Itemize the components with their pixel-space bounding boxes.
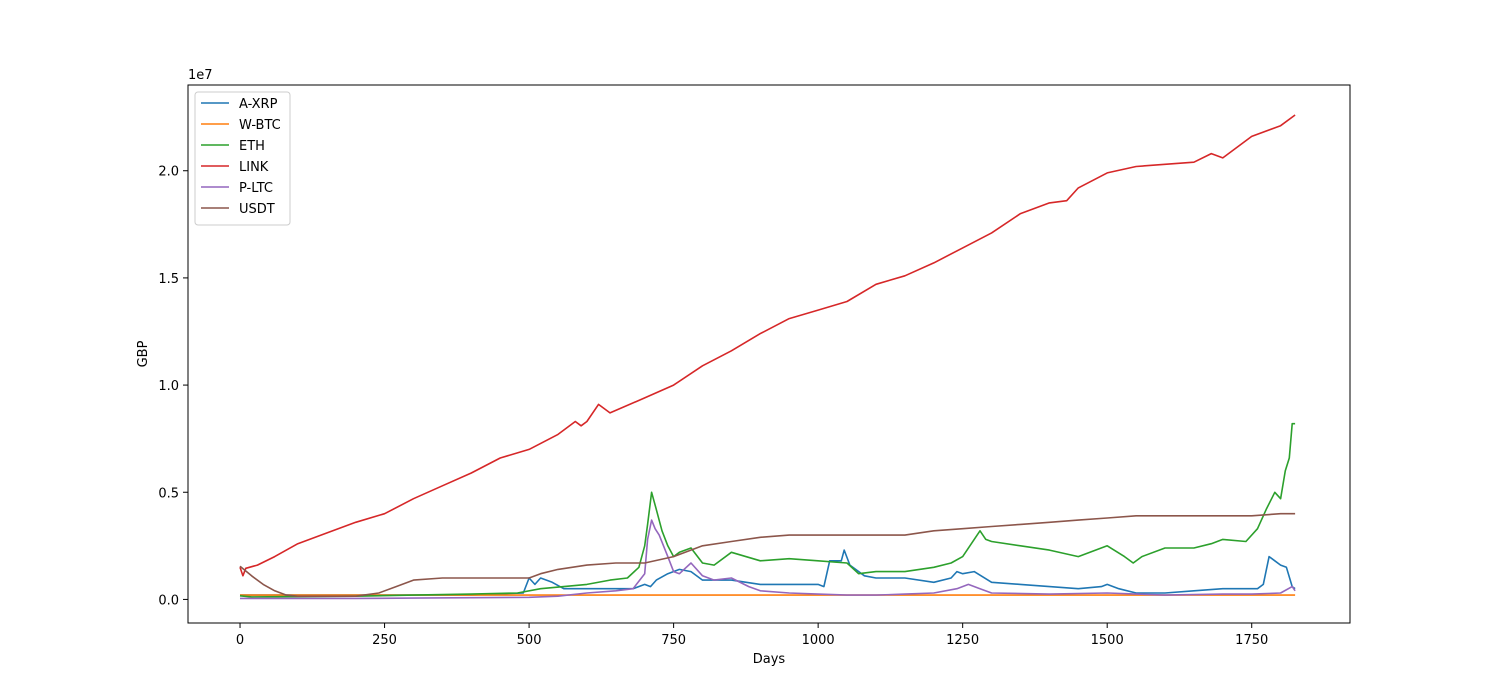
y-axis-label: GBP — [136, 340, 151, 367]
x-tick-label: 1250 — [946, 633, 979, 648]
legend-label-eth: ETH — [239, 139, 265, 154]
x-tick-label: 500 — [517, 633, 542, 648]
legend-box — [194, 91, 291, 226]
series-line-p-ltc — [240, 519, 1296, 600]
y-axis: 0.0 0.5 1.0 1.5 2.0 — [158, 165, 188, 608]
legend-label-p-ltc: P-LTC — [239, 181, 273, 196]
y-tick-label: 0.0 — [158, 593, 179, 608]
legend-label-usdt: USDT — [239, 202, 275, 217]
x-tick-label: 0 — [236, 633, 244, 648]
series-line-usdt — [239, 512, 1296, 597]
series-line-a-xrp — [240, 549, 1296, 596]
y-tick-label: 1.5 — [158, 272, 179, 287]
plot-frame — [187, 84, 1351, 624]
series-line-link — [239, 114, 1296, 577]
x-tick-label: 1500 — [1091, 633, 1124, 648]
series-line-eth — [239, 422, 1296, 598]
y-tick-label: 1.0 — [158, 379, 179, 394]
x-tick-label: 1750 — [1235, 633, 1268, 648]
y-tick-label: 2.0 — [158, 165, 179, 180]
y-offset-text: 1e7 — [188, 68, 213, 83]
x-axis-label: Days — [753, 652, 786, 667]
series-layer — [239, 114, 1296, 600]
legend-label-link: LINK — [239, 160, 269, 175]
y-tick-label: 0.5 — [158, 486, 179, 501]
legend-label-w-btc: W-BTC — [239, 118, 281, 133]
legend: A-XRP W-BTC ETH LINK P-LTC USDT — [194, 91, 291, 226]
x-tick-label: 1000 — [802, 633, 835, 648]
x-axis: 0 250 500 750 1000 1250 1500 1750 — [236, 623, 1268, 648]
x-tick-label: 750 — [661, 633, 686, 648]
x-tick-label: 250 — [372, 633, 397, 648]
legend-label-a-xrp: A-XRP — [239, 97, 278, 112]
